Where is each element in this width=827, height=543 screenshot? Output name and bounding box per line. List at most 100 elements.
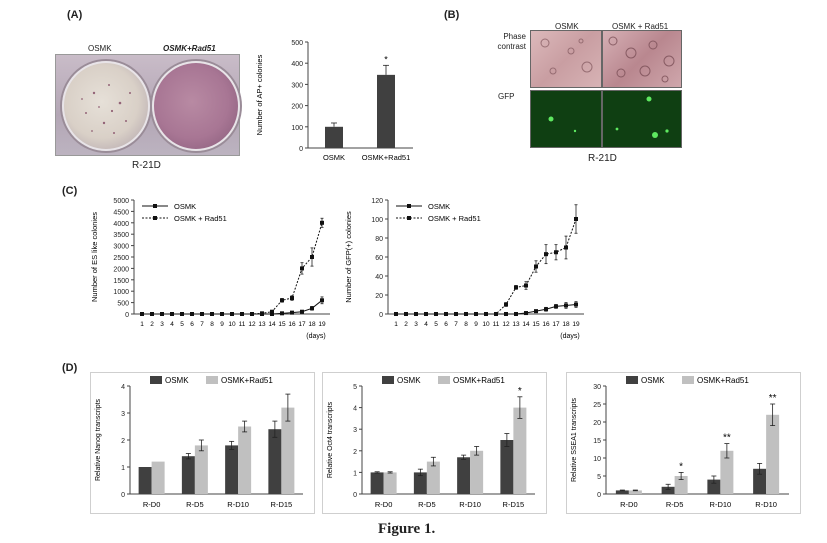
panel-b-col-rad51: OSMK + Rad51 [612, 22, 669, 31]
nanog-frame [90, 372, 315, 514]
data-point [574, 217, 578, 221]
data-point [180, 312, 184, 316]
x-tick-label: 19 [318, 321, 326, 328]
osmk-dish [62, 61, 150, 151]
dish-photo [55, 54, 240, 156]
ap-colonies-chart: 0 100 200 300 400 500 Number of AP+ colonies OS… [255, 40, 413, 162]
x-tick-label: R-D10 [710, 500, 732, 509]
data-point [200, 312, 204, 316]
legend-label: OSMK [397, 376, 421, 385]
bar [225, 445, 239, 494]
x-tick-label: 11 [239, 321, 246, 328]
x-tick-label: R-D0 [375, 500, 393, 509]
legend-marker [153, 204, 157, 208]
y-tick-label: 2 [353, 449, 357, 456]
bar [194, 445, 208, 494]
y-tick-label: 10 [593, 456, 601, 463]
y-tick-label: 80 [375, 236, 383, 243]
x-tick-label: 4 [424, 321, 428, 328]
bar [138, 467, 152, 494]
legend-label: OSMK [165, 376, 189, 385]
data-point [150, 312, 154, 316]
y-axis-label: Number of ES like colonies [90, 212, 99, 302]
x-tick-label: 1 [140, 321, 144, 328]
x-tick-label: OSMK [323, 153, 345, 162]
gfp-rad51-image [602, 90, 682, 148]
y-tick-label: 0 [379, 312, 383, 319]
data-point [280, 298, 284, 303]
legend-swatch [626, 376, 638, 384]
x-tick-label: 6 [444, 321, 448, 328]
y-tick-label: 4500 [113, 209, 129, 216]
legend-label: OSMK [641, 376, 665, 385]
x-tick-label: 12 [248, 321, 256, 328]
ssea1-chart: 0 5 10 15 20 25 30 Relative SSEA1 transcripts R-… [571, 376, 789, 509]
bar [753, 468, 767, 494]
bar [661, 486, 675, 494]
bar [325, 126, 343, 148]
y-tick-label: 3000 [113, 244, 129, 251]
series-line [396, 218, 577, 315]
y-tick-label: 100 [371, 217, 383, 224]
data-point [300, 266, 304, 271]
x-tick-label: R-D0 [620, 500, 638, 509]
legend-label: OSMK+Rad51 [697, 376, 749, 385]
x-tick-label: 8 [210, 321, 214, 328]
x-tick-label: 4 [170, 321, 174, 328]
legend-label: OSMK + Rad51 [174, 214, 227, 223]
panel-label-d: (D) [62, 362, 78, 374]
oct4-frame [322, 372, 547, 514]
x-tick-label: 2 [404, 321, 408, 328]
y-tick-label: 2500 [113, 255, 129, 262]
ssea1-frame [566, 372, 801, 514]
x-tick-label: 15 [532, 321, 540, 328]
y-tick-label: 100 [291, 125, 303, 132]
bar [707, 479, 721, 494]
panel-b-col-osmk: OSMK [555, 22, 579, 31]
es-colonies-chart: 0 500 1000 1500 2000 2500 3000 3500 4000 4500 5000… [90, 198, 330, 340]
data-point [280, 311, 284, 316]
x-axis-label: (days) [560, 333, 579, 340]
x-tick-label: 13 [258, 321, 266, 328]
y-tick-label: 300 [291, 82, 303, 89]
x-tick-label: R-D10 [459, 500, 481, 509]
y-tick-label: 3 [353, 427, 357, 434]
significance-marker: * [384, 54, 388, 64]
y-axis-label: Relative Nanog transcripts [95, 398, 102, 481]
y-tick-label: 20 [375, 293, 383, 300]
bar [513, 407, 527, 494]
legend-label: OSMK [428, 202, 450, 211]
x-tick-label: 18 [562, 321, 570, 328]
x-tick-label: 13 [512, 321, 520, 328]
x-tick-label: 6 [190, 321, 194, 328]
data-point [474, 312, 478, 316]
data-point [160, 312, 164, 316]
x-tick-label: OSMK+Rad51 [362, 153, 411, 162]
data-point [310, 255, 314, 259]
y-tick-label: 5000 [113, 198, 129, 205]
bar [281, 407, 295, 494]
x-tick-label: 17 [552, 321, 560, 328]
nanog-chart: 0 1 2 3 4 Relative Nanog transcripts R-D0 R-D5 R… [95, 376, 303, 509]
x-tick-label: 7 [454, 321, 458, 328]
x-tick-label: R-D15 [503, 500, 525, 509]
legend-swatch [382, 376, 394, 384]
data-point [554, 304, 558, 309]
data-point [574, 302, 578, 307]
phase-rad51-image [602, 30, 682, 88]
data-point [514, 285, 518, 290]
x-tick-label: 5 [180, 321, 184, 328]
bar [720, 450, 734, 494]
data-point [300, 309, 304, 314]
figure-caption: Figure 1. [378, 521, 436, 537]
dish-left-label: OSMK [88, 44, 112, 53]
data-point [424, 312, 428, 316]
x-tick-label: 14 [268, 321, 276, 328]
bar [268, 429, 282, 494]
data-point [534, 264, 538, 269]
data-point [240, 312, 244, 316]
x-tick-label: 1 [394, 321, 398, 328]
x-tick-label: R-D10 [755, 500, 777, 509]
legend-swatch [438, 376, 450, 384]
